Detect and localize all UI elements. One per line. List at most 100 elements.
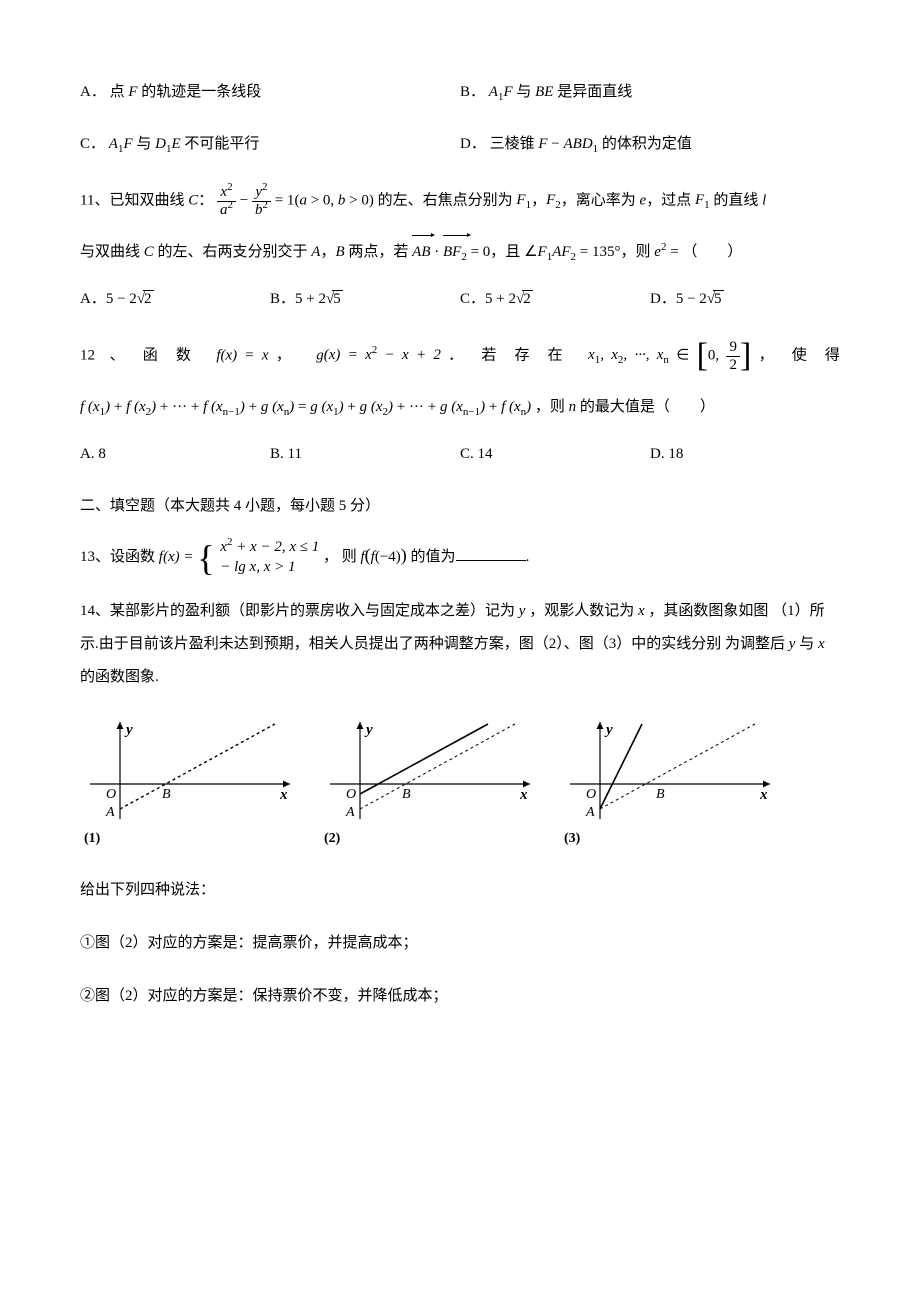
fraction: 92 — [726, 339, 740, 373]
text: 若 — [481, 347, 500, 363]
text: 三棱锥 — [490, 136, 539, 152]
exp: 2 — [228, 199, 234, 211]
q11-line2: 与双曲线 C 的左、右两支分别交于 A，B 两点，若 AB · BF2 = 0，… — [80, 236, 840, 269]
bracket-left-icon: [ — [697, 339, 708, 373]
text: ，则 — [535, 399, 569, 415]
text: 两点，若 — [345, 244, 413, 260]
num: 11 — [288, 446, 302, 462]
expr: f (x1) + f (x2) + ··· + f (xn−1) + g (xn… — [80, 399, 535, 415]
option-label: B. — [270, 446, 288, 462]
origin-label: O — [346, 787, 356, 802]
q10-optD: D． 三棱锥 F − ABD1 的体积为定值 — [460, 132, 840, 156]
expr: (x) = x — [220, 347, 268, 363]
text: 的最大值是（ ） — [576, 399, 715, 415]
sub: 2 — [383, 406, 389, 418]
point-A: A — [585, 805, 595, 820]
var: x — [818, 636, 825, 652]
f: f — [80, 399, 84, 415]
angle: ∠ — [524, 244, 537, 260]
var: C — [188, 192, 198, 208]
g: g — [360, 399, 368, 415]
statement-1: ①图（2）对应的方案是：提高票价，并提高成本； — [80, 927, 840, 960]
text: 存 — [514, 347, 533, 363]
num: 8 — [98, 446, 106, 462]
v: F — [695, 192, 704, 208]
qnum: 13、 — [80, 549, 110, 565]
op: + — [245, 399, 261, 415]
op: + — [344, 399, 360, 415]
op: = — [294, 399, 310, 415]
graph-2: y x O A B (2) — [320, 714, 540, 850]
var: e2 — [654, 244, 666, 260]
sub: 2 — [146, 406, 152, 418]
exp: 2 — [227, 181, 233, 193]
num: 18 — [668, 446, 683, 462]
q11-optB: B．5 + 2√5 — [270, 287, 460, 311]
radicand: 5 — [713, 290, 724, 307]
text: − — [548, 136, 564, 152]
text: ，离心率为 — [561, 192, 640, 208]
text: 的左、右焦点分别为 — [378, 192, 517, 208]
num: 5 + 2 — [485, 291, 516, 307]
v: x — [220, 539, 227, 555]
point-B: B — [656, 787, 665, 802]
v: A — [489, 84, 498, 100]
radicand: 5 — [332, 290, 343, 307]
x: x — [93, 399, 100, 415]
text: 在 — [548, 347, 567, 363]
point-B: B — [402, 787, 411, 802]
y-axis-label: y — [364, 722, 373, 738]
v: F — [538, 244, 547, 260]
text: 某部影片的盈利额（即影片的票房收入与固定成本之差）记为 — [110, 603, 519, 619]
point-B: B — [162, 787, 171, 802]
x: x — [277, 399, 284, 415]
g: g — [310, 399, 318, 415]
num: 0, — [708, 347, 727, 363]
v: , x — [600, 347, 618, 363]
v: BF — [443, 244, 461, 260]
v: F — [503, 84, 512, 100]
g: g — [261, 399, 269, 415]
num: 9 — [726, 339, 740, 357]
x-axis-label: x — [279, 787, 288, 803]
section-2-title: 二、填空题（本大题共 4 小题，每小题 5 分） — [80, 494, 840, 518]
graph-3-svg: y x O A B — [560, 714, 780, 824]
graph-2-svg: y x O A B — [320, 714, 540, 824]
bracket-right-icon: ] — [740, 339, 751, 373]
text: 的体积为定值 — [598, 136, 692, 152]
text: 已知双曲线 — [109, 192, 188, 208]
text: 的直线 — [710, 192, 763, 208]
var: x1, x2, ···, xn — [588, 347, 669, 363]
text: 与 — [795, 636, 818, 652]
v: e — [654, 244, 661, 260]
text: 数 — [176, 347, 195, 363]
text: ，过点 — [646, 192, 695, 208]
text: 的值为 — [407, 549, 456, 565]
graphs-row: y x O A B (1) y x O A B (2) y — [80, 714, 840, 850]
sub: 2 — [461, 251, 467, 263]
eq: = 0 — [467, 244, 490, 260]
qnum: 14、 — [80, 603, 110, 619]
graph-1-label: (1) — [84, 828, 100, 850]
vector: AB — [412, 236, 430, 269]
q11-line1: 11、已知双曲线 C： x2a2 − y2b2 = 1(a > 0, b > 0… — [80, 184, 840, 218]
q11-optD: D．5 − 2√5 — [650, 287, 840, 311]
num: 14 — [478, 446, 493, 462]
text: ， — [759, 347, 778, 363]
statement-2: ②图（2）对应的方案是：保持票价不变，并降低成本； — [80, 980, 840, 1013]
op: − — [240, 192, 252, 208]
cases: x2 + x − 2, x ≤ 1 − lg x, x > 1 — [220, 538, 319, 577]
y-axis-label: y — [124, 722, 133, 738]
v: E — [171, 136, 180, 152]
fill-blank[interactable] — [456, 546, 526, 561]
var: C — [144, 244, 154, 260]
x: x — [514, 399, 521, 415]
option-label: C. — [460, 446, 478, 462]
option-label: A. — [80, 446, 98, 462]
option-label: A． — [80, 84, 106, 100]
x: x — [376, 399, 383, 415]
radicand: 2 — [522, 290, 533, 307]
eq: = 1 — [275, 192, 295, 208]
sub: 1 — [333, 406, 339, 418]
op: + ··· + — [156, 399, 203, 415]
